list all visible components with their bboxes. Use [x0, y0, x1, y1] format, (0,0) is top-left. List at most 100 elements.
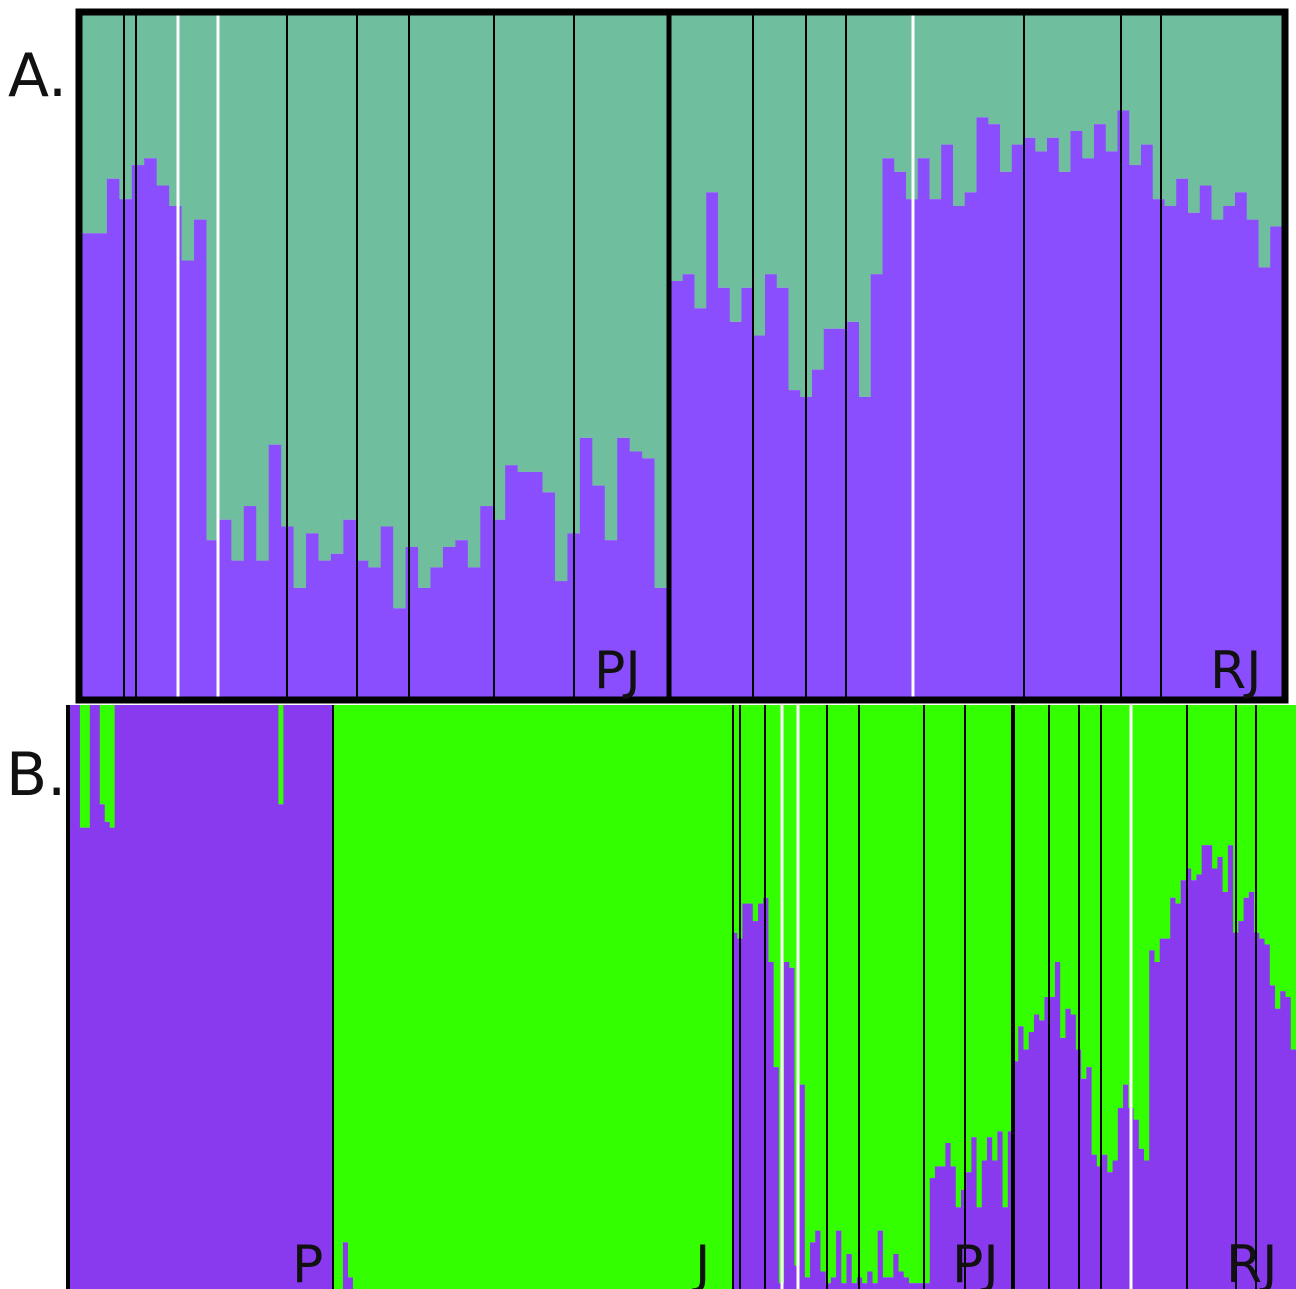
panel-a-rj-bar-19-upper [894, 15, 907, 172]
panel-b-pj-bar-26-upper [867, 705, 874, 1272]
panel-a-pj-bar-12-lower [231, 560, 245, 697]
panel-b-p-bar-41-lower [273, 705, 280, 1289]
panel-b-rj-bar-35-upper [1196, 705, 1203, 875]
panel-b-pj-bar-37-lower [924, 1283, 931, 1289]
panel-b-pj-bar-30-lower [888, 1277, 894, 1289]
panel-b-rj-bar-1-lower [1018, 1026, 1025, 1289]
panel-b-pj-bar-42-upper [950, 705, 957, 1167]
panel-b-rj-bar-29-lower [1164, 938, 1171, 1289]
panel-b-rj-bar-17-lower [1102, 1154, 1108, 1289]
panel-b-rj-bar-19-lower [1112, 1160, 1119, 1289]
panel-b-j-bar-73-upper [697, 705, 703, 1289]
panel-b-j-bar-62-upper [642, 705, 648, 1289]
panel-b-j-bar-3-upper [347, 705, 354, 1278]
panel-b-j-bar-6-upper [362, 705, 369, 1289]
panel-a-pj-bar-26-upper [405, 15, 419, 547]
panel-a-rj-bar-10-lower [788, 390, 801, 697]
panel-b-rj-bar-33-upper [1185, 705, 1192, 869]
panel-a-pj-bar-22-lower [355, 560, 369, 697]
panel-b-pj-bar-48-upper [981, 705, 988, 1161]
panel-b-j-bar-31-upper [487, 705, 494, 1289]
panel-a-pj-bar-14-upper [256, 15, 270, 561]
panel-a-pj-bar-27-upper [418, 15, 432, 588]
panel-a-rj-bar-22-upper [929, 15, 942, 200]
panel-b-pj-bar-51-upper [997, 705, 1004, 1132]
panel-a-pj-bar-20-lower [330, 553, 344, 697]
panel-b-j-bar-30-upper [482, 705, 489, 1289]
panel-b-rj-bar-53-lower [1290, 1049, 1296, 1289]
panel-b-j-bar-18-upper [422, 705, 429, 1289]
panel-b-rj-bar-36-lower [1201, 845, 1208, 1289]
panel-b-j-bar-9-upper [377, 705, 384, 1289]
panel-b-pj-bar-8-lower [773, 1067, 780, 1289]
panel-a-rj-bar-28-lower [1000, 171, 1013, 698]
panel-b-rj-bar-11-upper [1070, 705, 1077, 1015]
panel-a-pj-bar-13-upper [243, 15, 257, 507]
panel-b-pj-bar-52-lower [1002, 1207, 1009, 1289]
panel-a-pj-bar-17-lower [293, 587, 307, 697]
panel-a-rj-bar-34-upper [1070, 15, 1083, 131]
panel-b-pj-bar-3-upper [747, 705, 754, 904]
panel-a-rj-bar-24-lower [953, 205, 966, 697]
panel-b-rj-bar-7-upper [1049, 705, 1056, 997]
panel-b-pj-bar-32-upper [898, 705, 905, 1272]
panel-a-rj-bar-36-upper [1094, 15, 1107, 125]
panel-b-pj-bar-45-upper [966, 705, 972, 1173]
panel-a-rj-bar-31-upper [1035, 15, 1048, 152]
panel-b-separators [332, 705, 1257, 1289]
panel-a-pj-bar-13-lower [243, 506, 257, 697]
panel-b-j-bar-57-upper [617, 705, 623, 1289]
panel-a-rj-bar-3-lower [706, 192, 719, 697]
panel-a-rj-bar-49-upper [1246, 15, 1260, 220]
panel-b-rj-bar-9-lower [1060, 1037, 1067, 1289]
panel-a-pj-bar-1-lower [94, 233, 108, 698]
panel-b-bars [70, 705, 1296, 1289]
panel-a-pj-bar-34-upper [505, 15, 519, 466]
panel-b-j-bar-8-upper [372, 705, 379, 1289]
panel-a-pj-bar-7-upper [169, 15, 183, 206]
panel-b-pj-bar-31-lower [893, 1253, 900, 1289]
panel-a-pj-bar-8-lower [181, 260, 195, 697]
panel-b-pj-bar-0-lower [732, 932, 738, 1289]
panel-b-j-bar-12-upper [392, 705, 399, 1289]
panel-b-rj-bar-41-lower [1227, 845, 1234, 1289]
panel-a-rj-bar-30-lower [1023, 137, 1036, 697]
panel-b-pj-bar-22-lower [846, 1253, 853, 1289]
panel-b-j-bar-41-upper [537, 705, 544, 1289]
panel-a-pj-bar-25-lower [393, 608, 407, 697]
panel-b-rj-bar-27-upper [1154, 705, 1161, 962]
panel-b-rj-bar-23-lower [1133, 1119, 1140, 1289]
panel-a-pj-bar-19-lower [318, 560, 332, 697]
panel-a-rj-bar-2-lower [694, 308, 707, 697]
panel-a-pj-bar-2-upper [106, 15, 120, 179]
panel-b-pj-bar-26-lower [867, 1271, 874, 1289]
panel-a-pj-bar-32-lower [480, 506, 494, 697]
panel-a-rj-bar-35-upper [1082, 15, 1095, 159]
panel-b-p-bar-40-lower [268, 705, 275, 1289]
panel-a-rj-bar-41-upper [1152, 15, 1166, 200]
panel-b-rj-bar-20-lower [1117, 1107, 1124, 1289]
panel-b-pj-bar-41-upper [945, 705, 952, 1143]
panel-b-rj-bar-40-lower [1222, 891, 1229, 1289]
panel-b-p-bar-27-lower [203, 705, 210, 1289]
panel-a-pj-bar-44-upper [629, 15, 643, 452]
panel-a-rj-bar-42-upper [1164, 15, 1177, 206]
panel-b-rj-bar-18-lower [1107, 1172, 1114, 1289]
panel-a-rj-bar-38-upper [1117, 15, 1130, 111]
panel-b-pj-bar-25-upper [862, 705, 868, 1284]
panel-a-pj-bar-44-lower [629, 451, 643, 697]
panel-a-rj-bar-29-upper [1011, 15, 1025, 145]
panel-b-pj-bar-29-lower [882, 1277, 889, 1289]
panel-a-rj-bar-50-upper [1258, 15, 1271, 268]
panel-b-pj-bar-31-upper [893, 705, 900, 1254]
panel-b-pj-bar-35-upper [914, 705, 920, 1284]
panel-b-rj-bar-53-upper [1290, 705, 1296, 1050]
panel-a-pj-bar-3-upper [119, 15, 133, 200]
panel-b-j-bar-3-lower [347, 1277, 354, 1289]
panel-b-rj-bar-0-upper [1013, 705, 1019, 1062]
panel-b-p-bar-46-lower [298, 705, 304, 1289]
panel-b-j-bar-78-upper [722, 705, 728, 1289]
panel-b-p-bar-2-lower [79, 827, 86, 1289]
panel-b-pj-bar-47-upper [976, 705, 983, 1208]
